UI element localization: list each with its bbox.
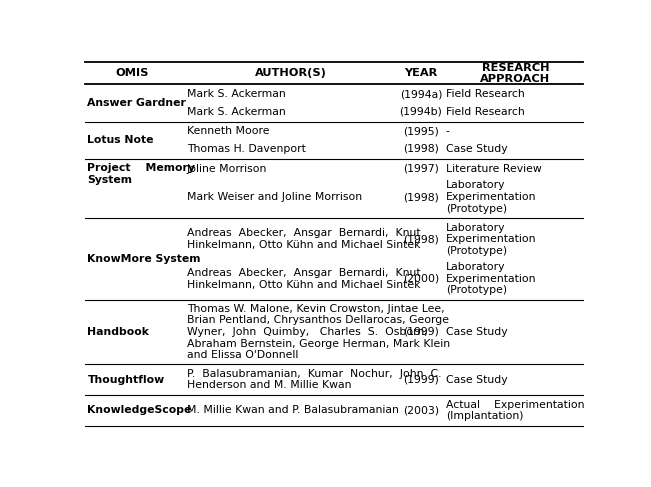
Text: (1998): (1998) xyxy=(403,234,439,244)
Text: Case Study: Case Study xyxy=(446,327,507,337)
Text: (1994a): (1994a) xyxy=(400,89,442,99)
Text: (2003): (2003) xyxy=(403,406,439,415)
Text: Thoughtflow: Thoughtflow xyxy=(87,375,165,385)
Text: Project    Memory
System: Project Memory System xyxy=(87,163,195,185)
Text: (1998): (1998) xyxy=(403,144,439,154)
Text: (1999): (1999) xyxy=(403,375,439,385)
Text: Thomas H. Davenport: Thomas H. Davenport xyxy=(187,144,306,154)
Text: KnowledgeScope: KnowledgeScope xyxy=(87,406,192,415)
Text: Literature Review: Literature Review xyxy=(446,164,542,173)
Text: Field Research: Field Research xyxy=(446,89,525,99)
Text: Laboratory
Experimentation
(Prototype): Laboratory Experimentation (Prototype) xyxy=(446,262,536,295)
Text: RESEARCH
APPROACH: RESEARCH APPROACH xyxy=(480,62,550,84)
Text: Lotus Note: Lotus Note xyxy=(87,135,154,145)
Text: Andreas  Abecker,  Ansgar  Bernardi,  Knut
Hinkelmann, Otto Kühn and Michael Sin: Andreas Abecker, Ansgar Bernardi, Knut H… xyxy=(187,228,421,250)
Text: Field Research: Field Research xyxy=(446,107,525,117)
Text: -: - xyxy=(446,127,450,136)
Text: OMIS: OMIS xyxy=(115,68,148,78)
Text: Answer Gardner: Answer Gardner xyxy=(87,98,186,108)
Text: YEAR: YEAR xyxy=(404,68,437,78)
Text: Laboratory
Experimentation
(Prototype): Laboratory Experimentation (Prototype) xyxy=(446,181,536,214)
Text: Mark S. Ackerman: Mark S. Ackerman xyxy=(187,107,286,117)
Text: Actual    Experimentation
(Implantation): Actual Experimentation (Implantation) xyxy=(446,400,584,421)
Text: Case Study: Case Study xyxy=(446,375,507,385)
Text: Kenneth Moore: Kenneth Moore xyxy=(187,127,270,136)
Text: (1999): (1999) xyxy=(403,327,439,337)
Text: (2000): (2000) xyxy=(403,274,439,284)
Text: M. Millie Kwan and P. Balasubramanian: M. Millie Kwan and P. Balasubramanian xyxy=(187,406,398,415)
Text: Joline Morrison: Joline Morrison xyxy=(187,164,267,173)
Text: KnowMore System: KnowMore System xyxy=(87,254,201,264)
Text: (1995): (1995) xyxy=(403,127,439,136)
Text: Handbook: Handbook xyxy=(87,327,149,337)
Text: Laboratory
Experimentation
(Prototype): Laboratory Experimentation (Prototype) xyxy=(446,223,536,256)
Text: Thomas W. Malone, Kevin Crowston, Jintae Lee,
Brian Pentland, Chrysanthos Dellar: Thomas W. Malone, Kevin Crowston, Jintae… xyxy=(187,304,450,360)
Text: (1998): (1998) xyxy=(403,192,439,202)
Text: Mark Weiser and Joline Morrison: Mark Weiser and Joline Morrison xyxy=(187,192,362,202)
Text: P.  Balasubramanian,  Kumar  Nochur,  John  C.
Henderson and M. Millie Kwan: P. Balasubramanian, Kumar Nochur, John C… xyxy=(187,369,441,391)
Text: Mark S. Ackerman: Mark S. Ackerman xyxy=(187,89,286,99)
Text: Case Study: Case Study xyxy=(446,144,507,154)
Text: Andreas  Abecker,  Ansgar  Bernardi,  Knut
Hinkelmann, Otto Kühn and Michael Sin: Andreas Abecker, Ansgar Bernardi, Knut H… xyxy=(187,268,421,289)
Text: AUTHOR(S): AUTHOR(S) xyxy=(255,68,327,78)
Text: (1994b): (1994b) xyxy=(400,107,443,117)
Text: (1997): (1997) xyxy=(403,164,439,173)
